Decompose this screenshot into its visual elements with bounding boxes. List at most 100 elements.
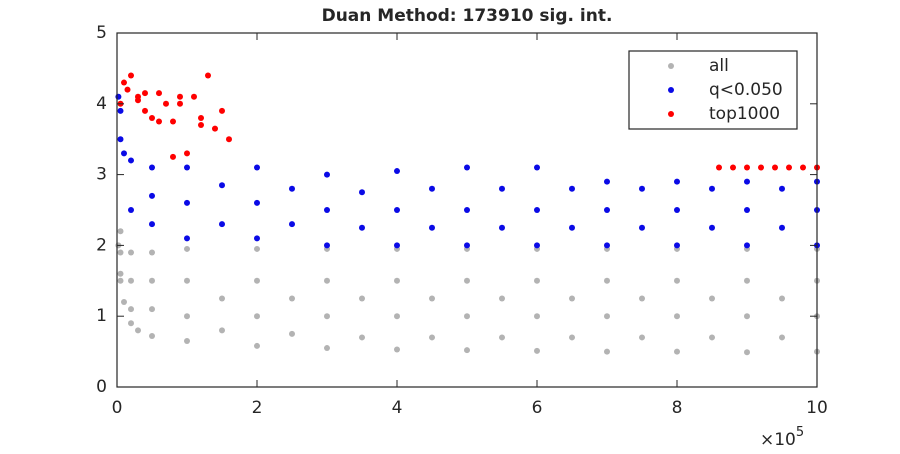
- point: [117, 107, 124, 114]
- point: [569, 224, 575, 231]
- point: [184, 245, 190, 252]
- legend-label: all: [709, 56, 729, 76]
- point: [394, 242, 400, 249]
- point: [604, 207, 610, 213]
- point: [117, 136, 124, 143]
- point: [324, 242, 330, 249]
- point: [198, 122, 204, 129]
- point: [429, 224, 435, 231]
- point: [359, 295, 365, 302]
- x-tick-label: 10: [806, 398, 828, 418]
- point: [135, 327, 141, 334]
- point: [730, 164, 736, 171]
- point: [534, 207, 540, 213]
- point: [128, 320, 134, 327]
- x-tick-label: 0: [112, 398, 123, 418]
- point: [289, 221, 295, 228]
- point: [429, 185, 435, 192]
- point: [394, 168, 400, 175]
- point: [674, 348, 680, 355]
- point: [254, 245, 260, 252]
- point: [149, 192, 155, 199]
- point: [359, 224, 365, 231]
- point: [121, 79, 127, 86]
- point: [464, 164, 470, 171]
- y-tick-label: 0: [96, 377, 107, 397]
- point: [429, 295, 435, 302]
- point: [779, 334, 785, 341]
- point: [121, 299, 127, 306]
- point: [212, 125, 218, 132]
- point: [254, 164, 260, 171]
- point: [198, 114, 204, 121]
- point: [170, 153, 176, 160]
- point: [254, 235, 260, 242]
- x-multiplier: ×105: [760, 425, 804, 451]
- chart-title: Duan Method: 173910 sig. int.: [322, 6, 613, 26]
- point: [184, 235, 190, 242]
- point: [289, 185, 295, 192]
- point: [534, 242, 540, 249]
- point: [289, 330, 295, 337]
- y-tick-label: 5: [96, 23, 107, 43]
- point: [674, 313, 680, 320]
- point: [128, 306, 134, 313]
- point: [716, 164, 722, 171]
- point: [128, 207, 134, 213]
- point: [128, 157, 134, 164]
- point: [156, 90, 162, 97]
- point: [156, 118, 162, 125]
- point: [709, 185, 715, 192]
- point: [324, 313, 330, 320]
- point: [124, 86, 131, 93]
- point: [128, 277, 134, 284]
- x-tick-label: 8: [672, 398, 683, 418]
- point: [639, 185, 645, 192]
- point: [163, 100, 169, 107]
- point: [779, 224, 785, 231]
- point: [289, 295, 295, 302]
- point: [142, 107, 148, 114]
- point: [394, 207, 400, 213]
- point: [534, 313, 540, 320]
- point: [115, 93, 122, 100]
- x-tick-label: 2: [252, 398, 263, 418]
- point: [184, 199, 190, 206]
- point: [499, 224, 505, 231]
- point: [499, 185, 505, 192]
- legend-label: q<0.050: [709, 80, 783, 100]
- point: [359, 189, 365, 196]
- point: [149, 249, 155, 256]
- point: [604, 242, 610, 249]
- point: [604, 277, 610, 284]
- point: [744, 349, 750, 356]
- point: [184, 277, 190, 284]
- point: [205, 72, 211, 79]
- x-tick-label: 4: [392, 398, 403, 418]
- point: [359, 334, 365, 341]
- legend-marker: [668, 63, 674, 69]
- point: [534, 277, 540, 284]
- point: [254, 313, 260, 320]
- point: [121, 150, 127, 157]
- point: [786, 164, 792, 171]
- legend-marker: [668, 87, 674, 93]
- point: [149, 277, 155, 284]
- point: [779, 185, 785, 192]
- point: [149, 164, 155, 171]
- legend-box: [628, 50, 798, 130]
- point: [464, 313, 470, 320]
- point: [394, 277, 400, 284]
- point: [184, 337, 190, 344]
- point: [219, 295, 225, 302]
- plot-frame: [116, 32, 818, 388]
- point: [254, 199, 260, 206]
- point: [128, 72, 134, 79]
- point: [534, 164, 540, 171]
- point: [639, 334, 645, 341]
- point: [254, 277, 260, 284]
- legend-label: top1000: [709, 104, 780, 124]
- point: [226, 136, 232, 143]
- point: [464, 207, 470, 213]
